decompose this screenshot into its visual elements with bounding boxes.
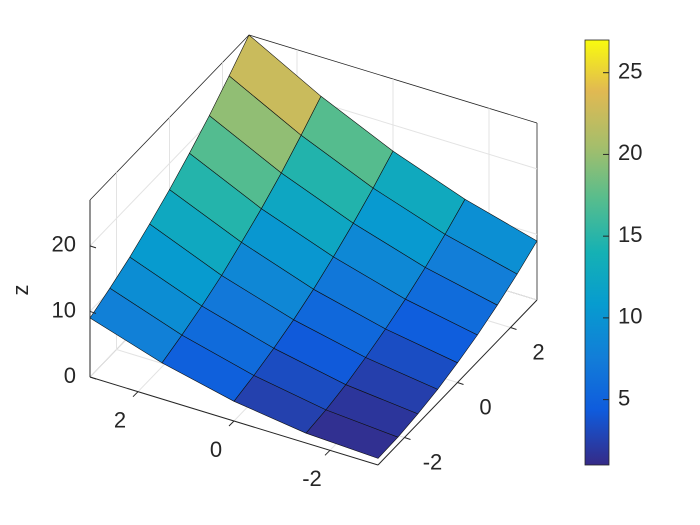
y-tick-label: 0	[479, 394, 491, 419]
x-axis-line	[89, 376, 379, 466]
x-tick-label: -2	[302, 466, 322, 491]
x-tick	[228, 420, 235, 427]
surface-facet	[305, 409, 399, 459]
colorbar-tick-label: 10	[618, 304, 642, 329]
colorbar-tick-label: 5	[618, 385, 630, 410]
z-tick-label: 20	[52, 232, 76, 257]
colorbar	[584, 39, 610, 466]
x-tick	[132, 391, 139, 398]
z-tick	[89, 245, 97, 249]
surface	[89, 34, 538, 459]
colorbar-tick-label: 20	[618, 140, 642, 165]
y-tick-label: -2	[423, 449, 443, 474]
colorbar-tick-label: 15	[618, 222, 642, 247]
colorbar-tick-label: 25	[618, 59, 642, 84]
z-axis-label: z	[8, 285, 33, 296]
y-tick-label: 2	[532, 339, 544, 364]
z-tick	[89, 310, 97, 314]
y-tick	[457, 382, 464, 385]
z-tick-label: 0	[64, 363, 76, 388]
y-tick	[510, 327, 517, 330]
y-axis-line	[377, 299, 538, 466]
z-tick-label: 10	[52, 297, 76, 322]
x-tick-label: 0	[210, 437, 222, 462]
y-tick	[404, 437, 411, 440]
x-tick	[324, 449, 331, 456]
x-tick-label: 2	[114, 407, 126, 432]
